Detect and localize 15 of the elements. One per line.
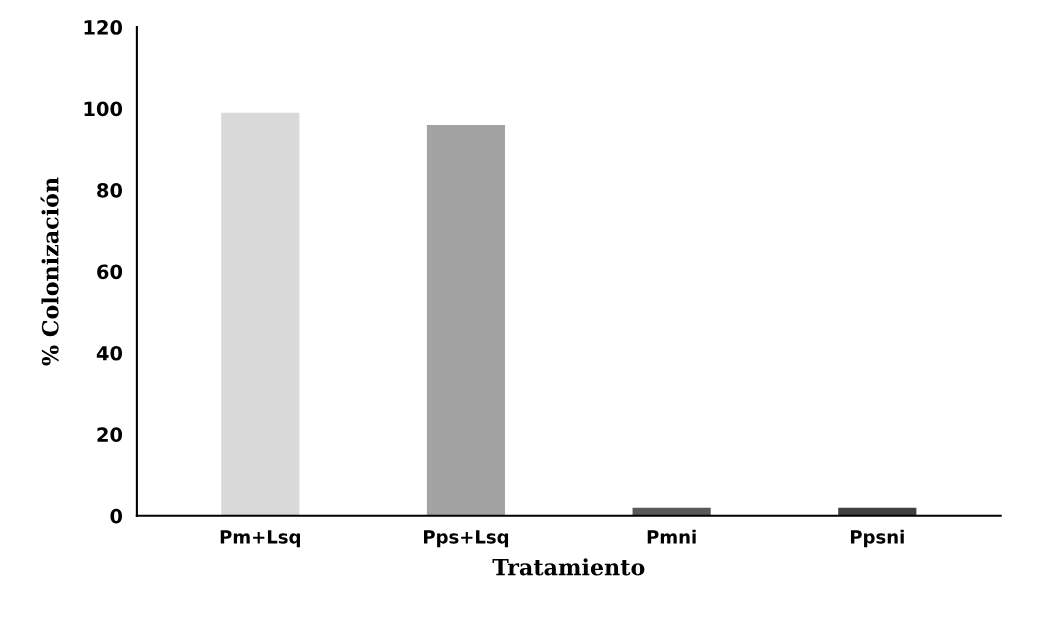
y-tick-label: 100 [84,101,123,117]
bar [426,124,506,516]
x-tick-label: Pps+Lsq [424,530,509,548]
y-tick-label: 120 [84,20,123,35]
y-tick-label: 20 [97,427,123,443]
bar [221,112,300,516]
y-tick-label: 60 [97,264,123,280]
x-axis-title: Tratamiento [492,558,645,576]
y-tick-label: 80 [97,182,123,198]
y-tick-label: 40 [96,345,123,361]
y-tick-label: 0 [110,508,123,524]
y-axis-title: % Colonización [40,177,59,366]
x-tick-label: Ppsni [850,529,904,548]
x-tick-label: Pm+Lsq [220,530,300,548]
x-tick-label: Pmni [647,529,696,544]
